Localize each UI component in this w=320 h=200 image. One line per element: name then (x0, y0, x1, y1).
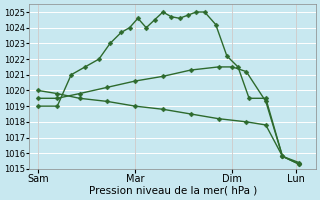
X-axis label: Pression niveau de la mer( hPa ): Pression niveau de la mer( hPa ) (89, 186, 257, 196)
